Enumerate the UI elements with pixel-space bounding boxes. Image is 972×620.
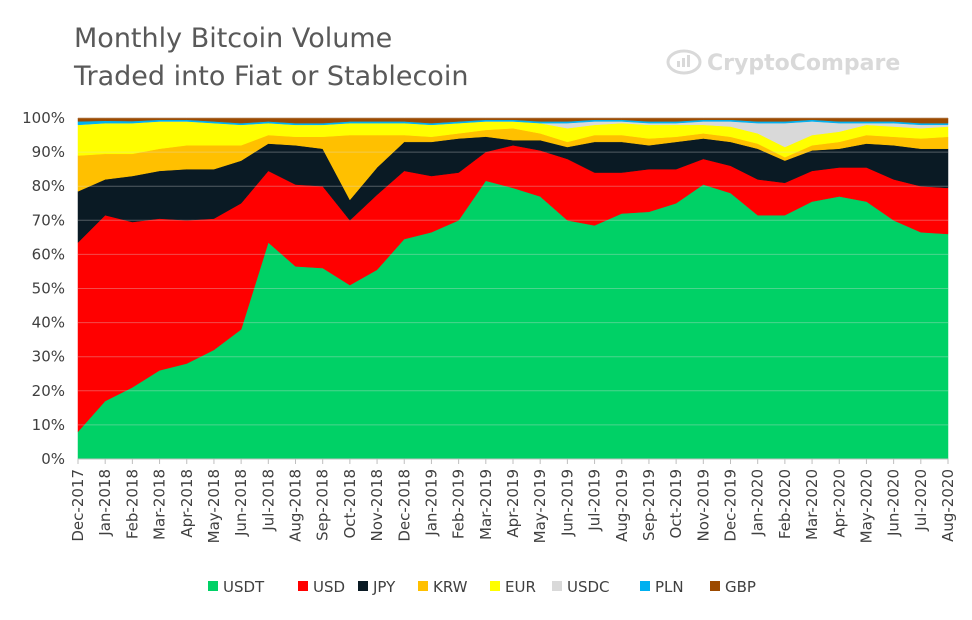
x-tick-label: May-2018 [205, 469, 223, 543]
x-tick-label: Feb-2019 [450, 469, 468, 539]
x-tick-label: Oct-2019 [667, 469, 685, 539]
y-tick-label: 20% [32, 382, 65, 400]
x-tick-label: Apr-2020 [830, 469, 848, 538]
x-tick-label: Mar-2018 [151, 469, 169, 540]
x-tick-label: Apr-2019 [504, 469, 522, 538]
y-tick-label: 70% [32, 211, 65, 229]
x-tick-label: Jun-2018 [232, 469, 250, 537]
legend-swatch [640, 581, 650, 591]
y-tick-label: 100% [22, 109, 65, 127]
legend-label: EUR [505, 578, 536, 596]
x-tick-label: Jan-2018 [96, 469, 114, 537]
legend-swatch [552, 581, 562, 591]
legend-label: USDC [567, 578, 610, 596]
legend-swatch [358, 581, 368, 591]
x-tick-label: Dec-2019 [722, 469, 740, 542]
y-tick-label: 50% [32, 280, 65, 298]
legend-item-usdt: USDT [208, 578, 265, 596]
x-tick-label: Jan-2020 [749, 469, 767, 537]
x-tick-label: Dec-2017 [69, 469, 87, 542]
x-tick-label: May-2020 [857, 469, 875, 543]
y-tick-label: 30% [32, 348, 65, 366]
plot-area [77, 117, 949, 460]
x-tick-label: Apr-2018 [178, 469, 196, 538]
y-tick-label: 0% [41, 450, 65, 468]
area-series-gbp [77, 117, 949, 124]
y-axis: 0% 10% 20% 30% 40% 50% 60% 70% 80% 90% 100% [22, 109, 65, 468]
x-tick-label: Dec-2018 [395, 469, 413, 542]
x-tick-label: Jul-2019 [586, 469, 604, 532]
x-tick-label: Jan-2019 [422, 469, 440, 537]
legend-item-gbp: GBP [710, 578, 756, 596]
x-tick-label: Feb-2020 [776, 469, 794, 539]
x-tick-label: Nov-2019 [694, 469, 712, 541]
y-tick-label: 80% [32, 177, 65, 195]
legend-swatch [208, 581, 218, 591]
legend-swatch [710, 581, 720, 591]
x-tick-label: Mar-2019 [477, 469, 495, 540]
legend-item-pln: PLN [640, 578, 684, 596]
x-tick-label: Jun-2019 [558, 469, 576, 537]
legend-label: GBP [725, 578, 756, 596]
x-tick-label: Jul-2018 [259, 469, 277, 532]
legend-label: JPY [372, 578, 396, 596]
x-tick-label: Mar-2020 [803, 469, 821, 540]
x-tick-label: Feb-2018 [123, 469, 141, 539]
x-tick-label: Sep-2019 [640, 469, 658, 541]
legend-item-krw: KRW [418, 578, 468, 596]
legend-label: USD [313, 578, 345, 596]
x-tick-label: Aug-2018 [287, 469, 305, 542]
legend-item-usdc: USDC [552, 578, 610, 596]
legend-item-usd: USD [298, 578, 345, 596]
x-tick-label: May-2019 [531, 469, 549, 543]
legend-item-jpy: JPY [358, 578, 396, 596]
y-tick-label: 60% [32, 245, 65, 263]
x-tick-label: Aug-2020 [939, 469, 957, 542]
gridlines [78, 117, 948, 460]
y-tick-label: 40% [32, 314, 65, 332]
cryptocompare-logo-icon [666, 49, 702, 75]
x-axis: Dec-2017 Jan-2018 Feb-2018 Mar-2018 Apr-2018… [69, 459, 957, 543]
y-tick-label: 10% [32, 416, 65, 434]
legend-item-eur: EUR [490, 578, 536, 596]
watermark-text: CryptoCompare [707, 51, 900, 76]
chart-title: Monthly Bitcoin Volume Traded into Fiat … [73, 23, 468, 92]
chart-title-line-1: Monthly Bitcoin Volume [74, 23, 392, 54]
x-tick-label: Jun-2020 [885, 469, 903, 537]
y-tick-label: 90% [32, 143, 65, 161]
chart-title-line-2: Traded into Fiat or Stablecoin [73, 61, 468, 92]
legend-label: USDT [223, 578, 265, 596]
legend-label: KRW [433, 578, 468, 596]
watermark-logo: CryptoCompare [666, 49, 900, 76]
legend: USDT USD JPY KRW EUR USDC PLN GBP [208, 578, 756, 596]
legend-label: PLN [655, 578, 684, 596]
x-tick-label: Aug-2019 [613, 469, 631, 542]
x-tick-label: Nov-2018 [368, 469, 386, 541]
legend-swatch [490, 581, 500, 591]
legend-swatch [298, 581, 308, 591]
x-tick-label: Jul-2020 [912, 469, 930, 532]
x-tick-label: Sep-2018 [314, 469, 332, 541]
x-tick-label: Oct-2018 [341, 469, 359, 539]
legend-swatch [418, 581, 428, 591]
